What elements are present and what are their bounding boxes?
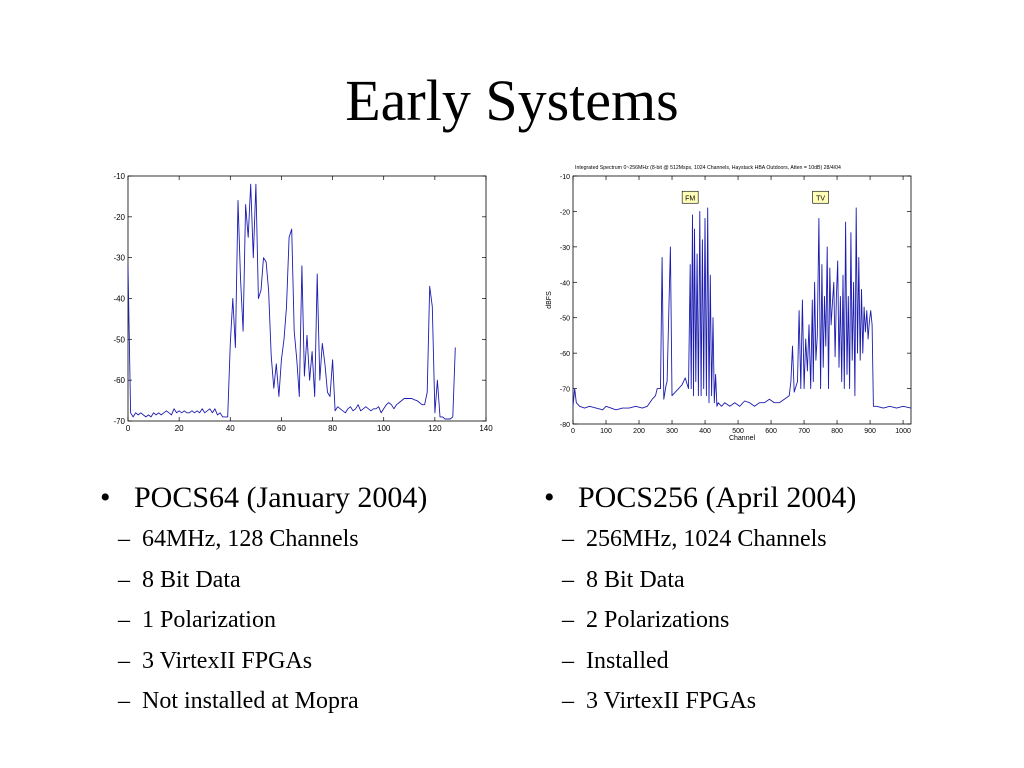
x-tick-label: 800 <box>831 428 843 435</box>
plot-frame <box>127 175 487 422</box>
list-item-text: 64MHz, 128 Channels <box>142 526 359 552</box>
y-tick-label: -30 <box>560 245 570 252</box>
y-tick-label: -10 <box>560 174 570 181</box>
x-tick-label: 140 <box>479 424 493 433</box>
list-item: –8 Bit Data <box>544 565 856 606</box>
annotation-box <box>681 190 699 204</box>
list-item-text: Not installed at Mopra <box>142 688 359 714</box>
x-tick-label: 100 <box>377 424 391 433</box>
x-tick-label: 40 <box>226 424 235 433</box>
plot-frame <box>572 175 912 425</box>
left-bullet: • POCS64 (January 2004) <box>100 478 427 518</box>
annotation-box <box>812 190 829 204</box>
chart-title: Integrated Spectrum 0~256MHz (8-bit @ 51… <box>575 165 841 171</box>
slide-title: Early Systems <box>345 68 679 133</box>
list-item: – Not installed at Mopra <box>100 686 427 727</box>
left-sub-list: –64MHz, 128 Channels –8 Bit Data –1 Pola… <box>100 524 427 727</box>
x-tick-label: 1000 <box>895 428 911 435</box>
pocs256-spectrum-chart: -10 -20 -30 -40 -50 -60 -70 -800 100 200 300 400 500… <box>546 165 912 442</box>
list-item: –2 Polarizations <box>544 605 856 646</box>
right-sub-list: –256MHz, 1024 Channels –8 Bit Data –2 Po… <box>544 524 856 727</box>
list-item-text: Installed <box>586 647 669 674</box>
y-axis-label: dBFS <box>546 291 553 309</box>
y-tick-label: -50 <box>113 335 125 344</box>
y-tick-label: -50 <box>560 316 570 323</box>
x-tick-label: 0 <box>571 428 575 435</box>
y-tick-label: -20 <box>560 209 570 216</box>
left-column: • POCS64 (January 2004) –64MHz, 128 Chan… <box>100 478 427 727</box>
x-tick-label: 80 <box>328 424 337 433</box>
list-item: –64MHz, 128 Channels <box>100 524 427 565</box>
y-tick-label: -20 <box>113 213 125 222</box>
list-item: –256MHz, 1024 Channels <box>544 524 856 565</box>
dash-marker: – <box>118 647 130 674</box>
x-axis-label: Channel <box>729 435 756 442</box>
x-tick-label: 600 <box>765 428 777 435</box>
y-tick-label: -70 <box>113 417 125 426</box>
dash-marker: – <box>118 688 130 714</box>
list-item-text: 2 Polarizations <box>586 607 730 633</box>
x-tick-label: 900 <box>864 428 876 435</box>
x-tick-label: 400 <box>699 428 711 435</box>
y-tick-label: -60 <box>560 351 570 358</box>
y-tick-label: -60 <box>113 376 125 385</box>
x-tick-label: 60 <box>277 424 286 433</box>
y-tick-label: -40 <box>560 280 570 287</box>
x-tick-label: 500 <box>732 428 744 435</box>
annotation-label: FM <box>685 195 695 202</box>
left-bullet-heading: POCS64 (January 2004) <box>134 481 428 514</box>
dash-marker: – <box>118 526 130 552</box>
x-tick-label: 200 <box>633 428 645 435</box>
list-item: –3 VirtexII FPGAs <box>100 646 427 687</box>
right-bullet: • POCS256 (April 2004) <box>544 478 856 518</box>
x-tick-label: 20 <box>175 424 184 433</box>
dash-marker: – <box>562 688 574 714</box>
y-tick-label: -30 <box>113 254 125 263</box>
x-tick-label: 0 <box>126 424 131 433</box>
series-line <box>572 207 912 411</box>
bullet-marker: • <box>544 481 555 514</box>
right-column: • POCS256 (April 2004) –256MHz, 1024 Cha… <box>544 478 856 727</box>
list-item-text: 256MHz, 1024 Channels <box>586 526 827 552</box>
x-tick-label: 100 <box>600 428 612 435</box>
list-item: –3 VirtexII FPGAs <box>544 686 856 727</box>
list-item-text: 1 Polarization <box>142 607 276 633</box>
list-item: –1 Polarization <box>100 605 427 646</box>
y-tick-label: -80 <box>560 422 570 429</box>
dash-marker: – <box>562 526 574 552</box>
y-tick-label: -40 <box>113 295 125 304</box>
dash-marker: – <box>118 607 130 633</box>
x-tick-label: 300 <box>666 428 678 435</box>
list-item: – Installed <box>544 646 856 687</box>
y-tick-label: -70 <box>560 387 570 394</box>
bullet-marker: • <box>100 481 111 514</box>
x-tick-label: 700 <box>798 428 810 435</box>
right-bullet-heading: POCS256 (April 2004) <box>578 481 857 514</box>
pocs64-spectrum-chart: -10 -20 -30 -40 -50 -60 -700 20 40 60 80 100 120 140 <box>113 172 493 433</box>
list-item-text: 3 VirtexII FPGAs <box>586 688 757 714</box>
dash-marker: – <box>562 647 574 674</box>
list-item-text: 3 VirtexII FPGAs <box>142 647 313 674</box>
list-item: –8 Bit Data <box>100 565 427 606</box>
annotation-label: TV <box>816 195 825 202</box>
list-item-text: 8 Bit Data <box>586 566 685 593</box>
y-tick-label: -10 <box>113 172 125 181</box>
dash-marker: – <box>562 607 574 633</box>
x-tick-label: 120 <box>428 424 442 433</box>
dash-marker: – <box>562 566 574 593</box>
list-item-text: 8 Bit Data <box>142 566 241 593</box>
series-line <box>127 183 456 420</box>
dash-marker: – <box>118 566 130 593</box>
